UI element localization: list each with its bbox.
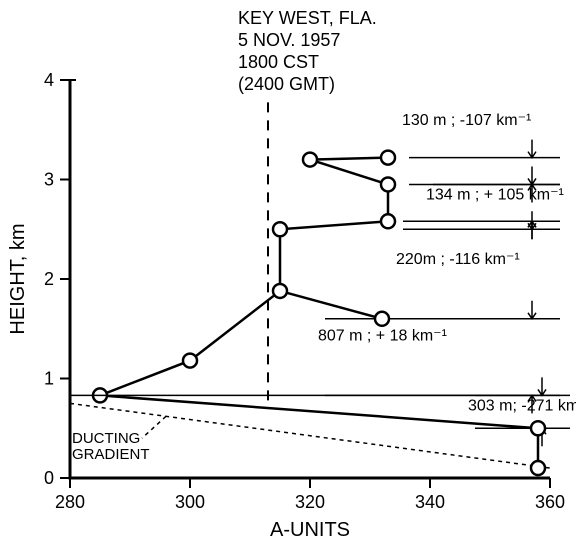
data-point [375,312,389,326]
ducting-label: GRADIENT [72,446,150,463]
chart-title-line: 5 NOV. 1957 [238,30,340,50]
y-tick-label: 3 [44,170,54,190]
y-axis-label: HEIGHT, km [7,223,29,334]
layer-annotation: 303 m; -271 km⁻¹ [468,397,576,414]
profile-line [100,158,538,468]
data-point [381,151,395,165]
data-point [303,153,317,167]
profile-chart: 280 300 320 340 360 0 1 2 3 4 A-UNITS HEIGHT, km KEY… [0,0,576,558]
y-tick-label: 0 [44,468,54,488]
data-point [531,421,545,435]
x-axis-label: A-UNITS [270,519,350,541]
ducting-label: DUCTING [72,430,140,447]
x-tick-label: 300 [175,492,205,512]
data-point [183,354,197,368]
data-point [381,214,395,228]
data-point [273,222,287,236]
x-tick-label: 320 [295,492,325,512]
data-point [531,461,545,475]
y-tick-label: 2 [44,269,54,289]
axes [70,80,550,478]
data-point [273,284,287,298]
layer-annotation: 134 m ; + 105 km⁻¹ [426,186,564,203]
layer-annotation: 220m ; -116 km⁻¹ [396,251,520,268]
layer-annotation: 807 m ; + 18 km⁻¹ [318,328,447,345]
data-point [381,177,395,191]
chart-title-line: 1800 CST [238,52,319,72]
x-tick-label: 340 [415,492,445,512]
x-tick-label: 360 [535,492,565,512]
chart-title-line: KEY WEST, FLA. [238,8,377,28]
chart-title-line: (2400 GMT) [238,74,335,94]
y-tick-label: 1 [44,369,54,389]
y-tick-label: 4 [44,70,54,90]
x-tick-label: 280 [55,492,85,512]
layer-annotation: 130 m ; -107 km⁻¹ [402,112,531,129]
